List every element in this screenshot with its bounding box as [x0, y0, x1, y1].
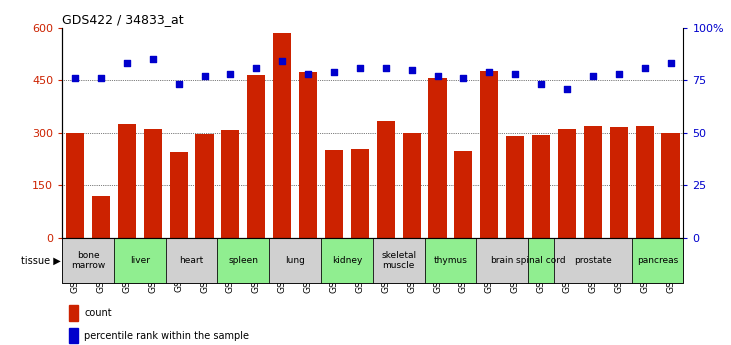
- Bar: [632, 238, 683, 283]
- Bar: [247, 75, 265, 238]
- Point: [173, 82, 184, 87]
- Point: [587, 73, 599, 79]
- Bar: [221, 130, 240, 238]
- Bar: [62, 238, 114, 283]
- Point: [121, 61, 133, 66]
- Bar: [325, 150, 343, 238]
- Bar: [92, 196, 110, 238]
- Bar: [195, 134, 213, 238]
- Point: [406, 67, 417, 72]
- Point: [251, 65, 262, 70]
- Bar: [610, 127, 628, 238]
- Point: [69, 75, 81, 81]
- Text: prostate: prostate: [574, 256, 612, 265]
- Point: [302, 71, 314, 77]
- Text: lung: lung: [285, 256, 305, 265]
- Bar: [584, 126, 602, 238]
- Bar: [118, 124, 136, 238]
- Bar: [166, 238, 218, 283]
- Point: [639, 65, 651, 70]
- Bar: [532, 135, 550, 238]
- Text: GDS422 / 34833_at: GDS422 / 34833_at: [62, 13, 183, 27]
- Point: [224, 71, 236, 77]
- Text: pancreas: pancreas: [637, 256, 678, 265]
- Text: spleen: spleen: [228, 256, 258, 265]
- Bar: [144, 129, 162, 238]
- Bar: [351, 149, 369, 238]
- Point: [483, 69, 495, 75]
- Bar: [506, 136, 524, 238]
- Text: kidney: kidney: [332, 256, 362, 265]
- Bar: [425, 238, 477, 283]
- Bar: [66, 133, 84, 238]
- Bar: [558, 129, 576, 238]
- Bar: [554, 238, 632, 283]
- Point: [432, 73, 444, 79]
- Point: [664, 61, 676, 66]
- Text: count: count: [84, 308, 112, 318]
- Point: [95, 75, 107, 81]
- Text: bone
marrow: bone marrow: [71, 251, 105, 270]
- Point: [354, 65, 366, 70]
- Point: [613, 71, 624, 77]
- Bar: [170, 152, 188, 238]
- Text: skeletal
muscle: skeletal muscle: [381, 251, 416, 270]
- Text: brain: brain: [491, 256, 514, 265]
- Bar: [299, 72, 317, 238]
- Bar: [477, 238, 528, 283]
- Point: [276, 59, 288, 64]
- Bar: [273, 33, 291, 238]
- Text: thymus: thymus: [433, 256, 467, 265]
- Point: [199, 73, 211, 79]
- Bar: [480, 71, 499, 238]
- Bar: [114, 238, 166, 283]
- Text: spinal cord: spinal cord: [516, 256, 566, 265]
- Text: liver: liver: [130, 256, 150, 265]
- Point: [535, 82, 547, 87]
- Text: tissue ▶: tissue ▶: [21, 256, 61, 265]
- Point: [458, 75, 469, 81]
- Bar: [455, 151, 472, 238]
- Bar: [635, 126, 654, 238]
- Point: [561, 86, 573, 91]
- Point: [510, 71, 521, 77]
- Bar: [403, 133, 421, 238]
- Text: heart: heart: [179, 256, 204, 265]
- Bar: [269, 238, 321, 283]
- Point: [147, 56, 159, 62]
- Text: percentile rank within the sample: percentile rank within the sample: [84, 331, 249, 341]
- Bar: [376, 120, 395, 238]
- Point: [328, 69, 340, 75]
- Bar: [373, 238, 425, 283]
- Bar: [218, 238, 269, 283]
- Bar: [321, 238, 373, 283]
- Bar: [662, 133, 680, 238]
- Point: [380, 65, 392, 70]
- Bar: [428, 78, 447, 238]
- Bar: [528, 238, 554, 283]
